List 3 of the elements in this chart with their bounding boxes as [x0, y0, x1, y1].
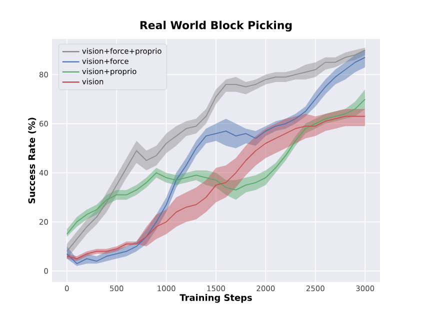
x-axis-title: Training Steps — [180, 294, 252, 303]
chart-title: Real World Block Picking — [140, 20, 292, 32]
y-axis-title: Success Rate (%) — [28, 118, 36, 204]
